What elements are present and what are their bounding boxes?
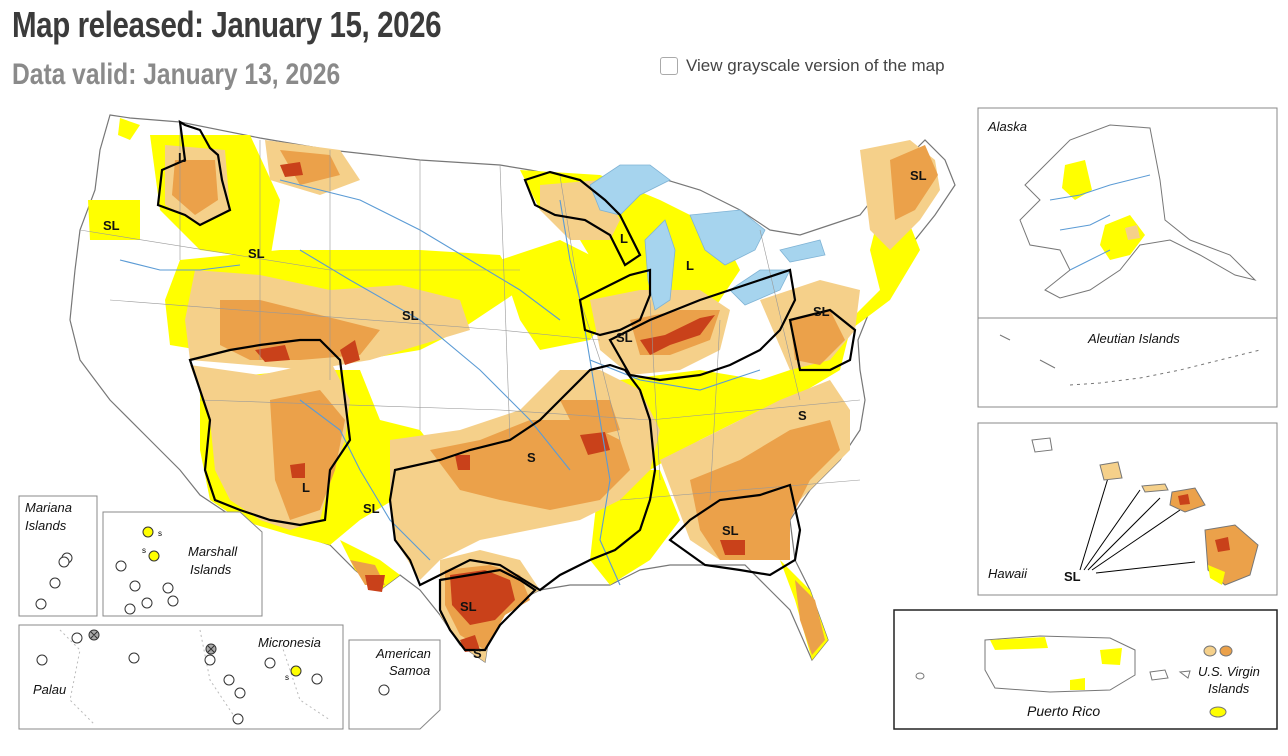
- state-borders: [79, 122, 861, 501]
- hawaii-title: Hawaii: [988, 566, 1028, 581]
- impact-label-oregon: SL: [103, 218, 120, 233]
- conus-map[interactable]: L SL SL SL L SL S SL S L L SL SL S SL SL: [69, 114, 956, 664]
- mariana-title-line2: Islands: [25, 518, 67, 533]
- d3-layer: [255, 162, 745, 652]
- impact-label-four-corners: L: [302, 480, 310, 495]
- palau-title: Palau: [33, 682, 66, 697]
- impact-label-idaho-panhandle: L: [178, 150, 186, 165]
- alaska-title: Alaska: [987, 119, 1027, 134]
- marshall-title-line1: Marshall: [188, 544, 238, 559]
- impact-label-south-plains: S: [527, 450, 536, 465]
- impact-label-south-texas: SL: [460, 599, 477, 614]
- samoa-title-line1: American: [375, 646, 431, 661]
- micronesia-marker-s: s: [285, 673, 289, 682]
- micronesia-title: Micronesia: [258, 635, 321, 650]
- data-valid-subtitle: Data valid: January 13, 2026: [12, 58, 341, 91]
- grayscale-toggle-label: View grayscale version of the map: [686, 56, 945, 75]
- rivers: [119, 179, 761, 586]
- marshall-marker-s2: s: [142, 546, 146, 555]
- usvi-title-line1: U.S. Virgin: [1198, 664, 1260, 679]
- puerto-rico-inset[interactable]: Puerto Rico U.S. Virgin Islands: [893, 609, 1278, 730]
- micronesia-palau-inset[interactable]: Palau Micronesia s: [18, 624, 344, 730]
- impact-label-carolinas: S: [798, 408, 807, 423]
- alaska-rivers: [1049, 174, 1151, 271]
- mariana-title-line1: Mariana: [25, 500, 72, 515]
- impact-label-west-texas: SL: [363, 501, 380, 516]
- impact-label-wisconsin: L: [620, 231, 628, 246]
- great-lakes: [589, 164, 826, 311]
- hawaii-leader-lines: [1079, 477, 1196, 574]
- samoa-inset[interactable]: American Samoa: [348, 639, 441, 730]
- mariana-inset[interactable]: Mariana Islands: [18, 495, 98, 617]
- samoa-title-line2: Samoa: [389, 663, 430, 678]
- impact-label-texas-tip: S: [473, 646, 482, 661]
- impact-label-wyoming: SL: [402, 308, 419, 323]
- impact-labels: L SL SL SL L SL S SL S L L SL SL S SL SL: [103, 150, 927, 661]
- marshall-marker-s1: s: [158, 529, 162, 538]
- grayscale-toggle[interactable]: View grayscale version of the map: [660, 56, 945, 76]
- impact-label-michigan: L: [686, 258, 694, 273]
- impact-boundaries: [156, 119, 857, 652]
- impact-label-idaho: SL: [248, 246, 265, 261]
- impact-label-ohio-valley: SL: [616, 330, 633, 345]
- hawaii-inset[interactable]: Hawaii SL: [977, 422, 1278, 596]
- marshall-title-line2: Islands: [190, 562, 232, 577]
- impact-label-new-england: SL: [910, 168, 927, 183]
- impact-label-georgia: SL: [722, 523, 739, 538]
- aleutian-inset[interactable]: Aleutian Islands: [977, 317, 1278, 408]
- map-release-title: Map released: January 15, 2026: [12, 4, 442, 45]
- aleutian-title: Aleutian Islands: [1087, 331, 1180, 346]
- grayscale-checkbox[interactable]: [660, 57, 678, 75]
- marshall-inset[interactable]: Marshall Islands s s: [102, 511, 263, 617]
- impact-label-mid-atlantic: SL: [813, 304, 830, 319]
- alaska-inset[interactable]: Alaska: [977, 107, 1278, 319]
- usvi-title-line2: Islands: [1208, 681, 1250, 696]
- hawaii-impact-label: SL: [1064, 569, 1081, 584]
- puerto-rico-title: Puerto Rico: [1027, 703, 1100, 719]
